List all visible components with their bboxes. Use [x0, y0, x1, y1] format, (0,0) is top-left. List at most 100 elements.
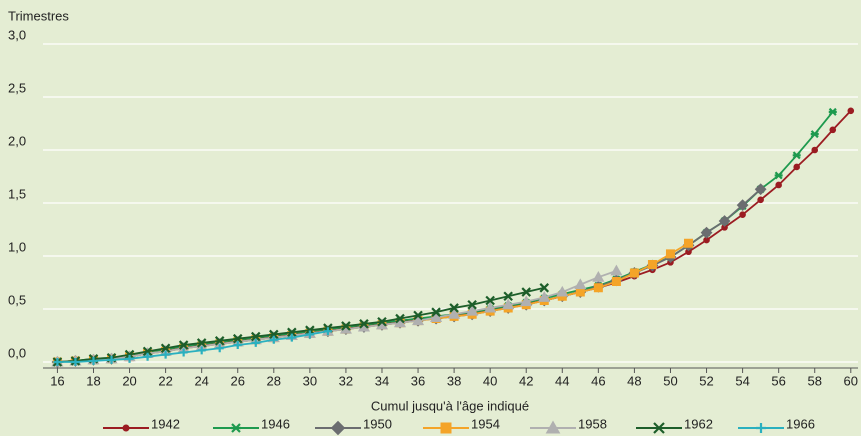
x-tick-label: 26: [231, 373, 245, 388]
marker: [466, 304, 479, 316]
x-tick-label: 54: [735, 373, 749, 388]
marker: [647, 259, 657, 269]
marker: [521, 287, 532, 297]
legend-marker: [122, 424, 130, 432]
marker: [323, 327, 332, 336]
marker: [847, 107, 855, 115]
x-tick-label: 20: [122, 373, 136, 388]
marker: [684, 238, 694, 248]
marker: [610, 264, 623, 276]
marker: [251, 338, 260, 347]
x-tick-label: 22: [158, 373, 172, 388]
marker: [520, 295, 533, 307]
marker: [700, 226, 713, 239]
y-tick-label: 3,0: [8, 27, 26, 42]
marker: [125, 354, 134, 363]
y-axis-label: Trimestres: [8, 8, 69, 23]
marker: [341, 321, 351, 331]
marker: [467, 299, 477, 310]
marker: [431, 307, 441, 317]
marker: [269, 329, 279, 340]
x-tick-label: 56: [771, 373, 785, 388]
marker: [233, 341, 242, 350]
x-tick-label: 48: [627, 373, 641, 388]
marker: [448, 308, 461, 319]
x-tick-label: 42: [519, 373, 533, 388]
y-tick-label: 1,5: [8, 186, 26, 201]
legend-label: 1966: [786, 416, 815, 431]
marker: [556, 285, 569, 297]
x-tick-label: 24: [194, 373, 208, 388]
x-tick-label: 44: [555, 373, 569, 388]
x-tick-label: 38: [447, 373, 461, 388]
marker: [739, 211, 746, 218]
marker: [665, 249, 675, 259]
marker: [629, 268, 639, 278]
marker: [124, 349, 135, 360]
marker: [395, 313, 405, 324]
marker: [757, 196, 764, 204]
y-tick-label: 2,5: [8, 80, 26, 95]
marker: [539, 283, 550, 293]
x-tick-label: 34: [375, 373, 389, 388]
marker: [143, 352, 152, 361]
legend-label: 1962: [684, 416, 713, 431]
marker: [142, 346, 153, 357]
series-line: [57, 330, 329, 363]
marker: [484, 301, 497, 313]
marker: [269, 335, 278, 344]
x-tick-label: 40: [483, 373, 497, 388]
marker: [214, 336, 225, 346]
marker: [538, 291, 551, 302]
x-tick-label: 32: [339, 373, 353, 388]
marker: [215, 344, 224, 353]
y-tick-label: 2,0: [8, 133, 26, 148]
marker: [287, 333, 296, 342]
marker: [736, 199, 749, 212]
marker: [811, 146, 819, 154]
marker: [792, 151, 801, 160]
marker: [430, 311, 443, 322]
marker: [775, 181, 782, 189]
marker: [485, 295, 495, 306]
marker: [178, 340, 189, 350]
legend-label: 1946: [261, 416, 290, 431]
x-tick-label: 28: [267, 373, 281, 388]
marker: [829, 126, 837, 134]
marker: [305, 330, 314, 339]
marker: [197, 346, 206, 355]
marker: [359, 319, 369, 329]
legend-marker: [231, 423, 241, 433]
y-tick-label: 1,0: [8, 239, 26, 254]
legend-label: 1954: [471, 416, 500, 431]
marker: [71, 358, 80, 366]
marker: [196, 338, 207, 348]
marker: [449, 303, 459, 313]
x-tick-label: 52: [699, 373, 713, 388]
marker: [574, 278, 587, 290]
marker: [703, 236, 710, 244]
legend-label: 1950: [363, 416, 392, 431]
marker: [793, 163, 800, 171]
x-tick-label: 50: [663, 373, 677, 388]
marker: [53, 358, 62, 366]
x-tick-label: 36: [411, 373, 425, 388]
marker: [774, 171, 783, 180]
x-axis-label: Cumul jusqu'à l'âge indiqué: [371, 398, 529, 413]
marker: [502, 298, 515, 310]
x-tick-label: 46: [591, 373, 605, 388]
y-tick-label: 0,0: [8, 345, 26, 360]
marker: [377, 316, 387, 327]
marker: [685, 248, 692, 255]
marker: [232, 333, 243, 344]
x-tick-label: 16: [50, 373, 64, 388]
marker: [160, 343, 171, 353]
marker: [161, 350, 170, 359]
marker: [305, 325, 315, 335]
marker: [179, 348, 188, 357]
marker: [250, 331, 261, 342]
legend-label: 1958: [578, 416, 607, 431]
marker: [411, 314, 425, 326]
marker: [503, 291, 513, 302]
